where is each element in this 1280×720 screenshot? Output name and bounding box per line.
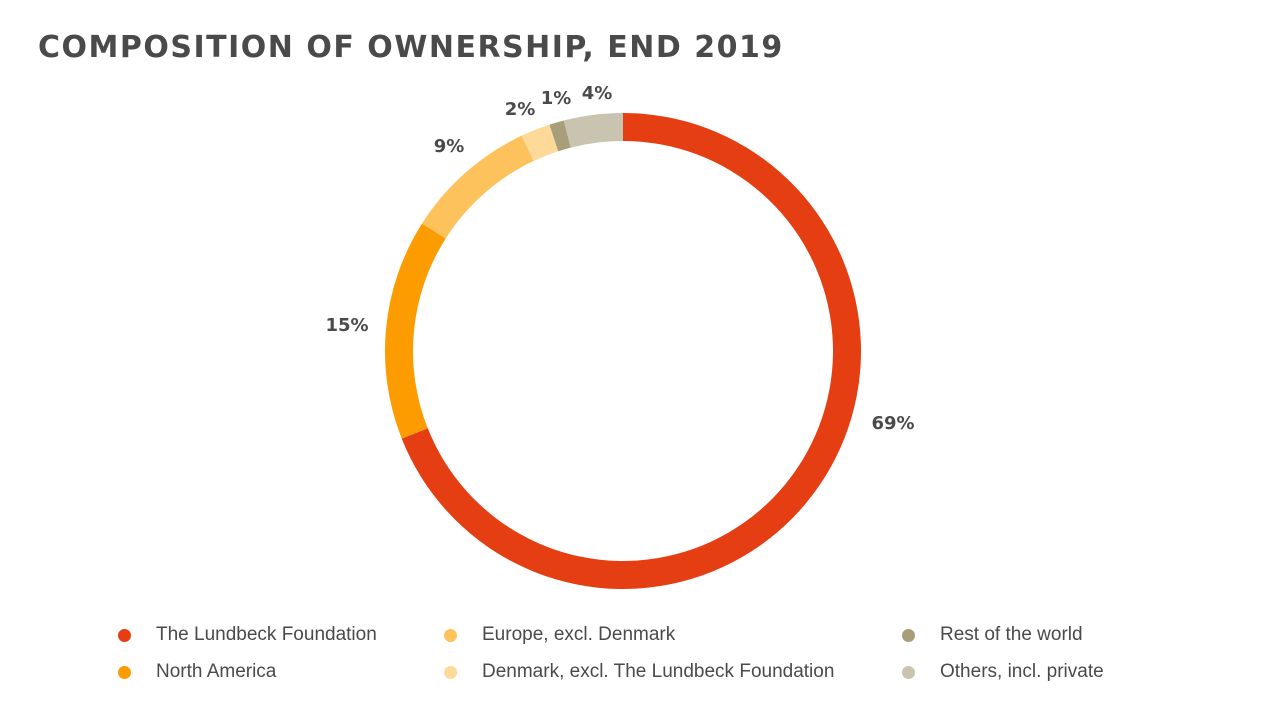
legend-item: Rest of the world [902, 624, 1083, 646]
legend-marker-icon [118, 665, 131, 679]
data-label: 1% [541, 88, 572, 109]
legend-label: Rest of the world [940, 624, 1083, 645]
donut-slice-rest-of-the-world [549, 120, 571, 152]
donut-slice-denmark-excl-the-lundbeck-foundation [521, 124, 559, 161]
donut-slice-north-america [385, 223, 446, 439]
chart-title: COMPOSITION OF OWNERSHIP, END 2019 [38, 30, 784, 65]
legend-label: Europe, excl. Denmark [482, 624, 676, 645]
legend-label: North America [156, 661, 277, 682]
legend-item: North America [118, 661, 276, 683]
data-label: 69% [871, 413, 914, 434]
data-label: 15% [325, 315, 368, 336]
data-label: 4% [582, 83, 613, 104]
legend-label: The Lundbeck Foundation [156, 624, 377, 645]
legend-label: Denmark, excl. The Lundbeck Foundation [482, 661, 835, 682]
data-label: 2% [505, 99, 536, 120]
data-label: 9% [434, 136, 465, 157]
donut-slice-others-incl-private [563, 113, 623, 148]
legend-item: Europe, excl. Denmark [444, 624, 675, 646]
legend-item: Others, incl. private [902, 661, 1104, 683]
legend-marker-icon [118, 628, 131, 642]
donut-slice-europe-excl-denmark [422, 135, 534, 239]
legend-item: Denmark, excl. The Lundbeck Foundation [444, 661, 834, 683]
legend-marker-icon [444, 628, 457, 642]
legend-marker-icon [902, 628, 915, 642]
legend-marker-icon [444, 665, 457, 679]
legend-item: The Lundbeck Foundation [118, 624, 377, 646]
legend-marker-icon [902, 665, 915, 679]
legend-label: Others, incl. private [940, 661, 1104, 682]
